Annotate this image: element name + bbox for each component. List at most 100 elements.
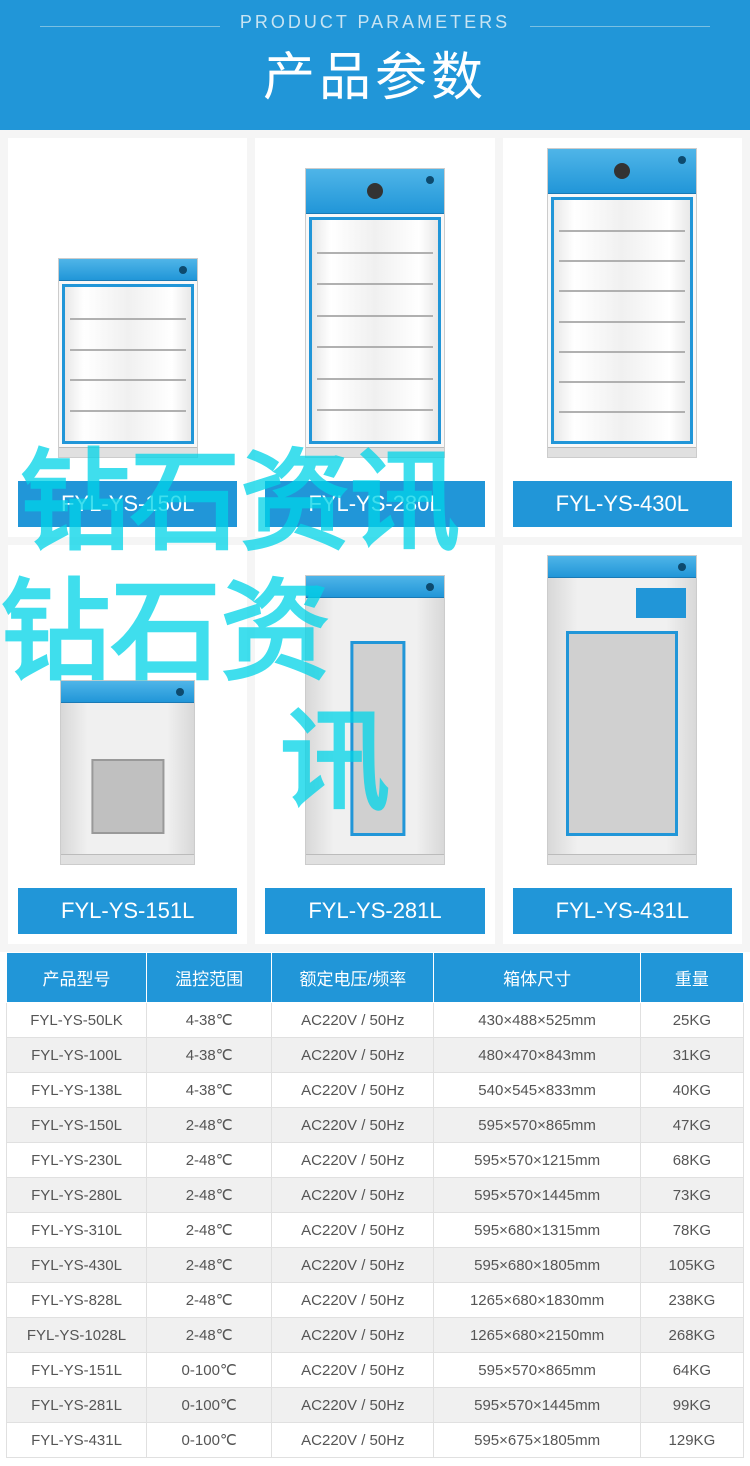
product-image (260, 148, 489, 473)
table-cell: 0-100℃ (147, 1388, 272, 1423)
table-cell: AC220V / 50Hz (272, 1178, 434, 1213)
table-cell: AC220V / 50Hz (272, 1003, 434, 1038)
product-card: FYL-YS-150L (8, 138, 247, 537)
banner-line (40, 26, 220, 27)
specs-section: 产品型号温控范围额定电压/频率箱体尺寸重量 FYL-YS-50LK4-38℃AC… (0, 952, 750, 1466)
table-cell: 0-100℃ (147, 1353, 272, 1388)
table-cell: 4-38℃ (147, 1038, 272, 1073)
product-label: FYL-YS-281L (265, 888, 484, 934)
table-cell: AC220V / 50Hz (272, 1388, 434, 1423)
fridge-icon (58, 258, 198, 458)
content-wrap: FYL-YS-150L FYL-YS-280L FYL-YS-430L FYL-YS-… (0, 130, 750, 952)
table-cell: 1265×680×1830mm (434, 1283, 640, 1318)
table-row: FYL-YS-431L0-100℃AC220V / 50Hz595×675×18… (7, 1423, 744, 1458)
table-cell: FYL-YS-1028L (7, 1318, 147, 1353)
banner: PRODUCT PARAMETERS 产品参数 (0, 0, 750, 130)
product-card: FYL-YS-430L (503, 138, 742, 537)
table-cell: FYL-YS-280L (7, 1178, 147, 1213)
table-header: 产品型号 (7, 953, 147, 1003)
table-cell: AC220V / 50Hz (272, 1318, 434, 1353)
table-cell: 78KG (640, 1213, 743, 1248)
table-cell: FYL-YS-151L (7, 1353, 147, 1388)
table-cell: 595×680×1805mm (434, 1248, 640, 1283)
fridge-icon (60, 680, 195, 865)
table-cell: AC220V / 50Hz (272, 1283, 434, 1318)
banner-title: 产品参数 (0, 35, 750, 110)
table-cell: 25KG (640, 1003, 743, 1038)
table-cell: AC220V / 50Hz (272, 1108, 434, 1143)
product-label: FYL-YS-431L (513, 888, 732, 934)
table-cell: AC220V / 50Hz (272, 1248, 434, 1283)
table-cell: FYL-YS-310L (7, 1213, 147, 1248)
table-cell: AC220V / 50Hz (272, 1213, 434, 1248)
table-row: FYL-YS-1028L2-48℃AC220V / 50Hz1265×680×2… (7, 1318, 744, 1353)
fridge-icon (547, 148, 697, 458)
table-cell: AC220V / 50Hz (272, 1423, 434, 1458)
product-label: FYL-YS-151L (18, 888, 237, 934)
table-cell: 2-48℃ (147, 1108, 272, 1143)
product-card: FYL-YS-431L (503, 545, 742, 944)
table-row: FYL-YS-430L2-48℃AC220V / 50Hz595×680×180… (7, 1248, 744, 1283)
table-cell: 595×570×865mm (434, 1108, 640, 1143)
table-header: 箱体尺寸 (434, 953, 640, 1003)
product-image (13, 148, 242, 473)
table-cell: 2-48℃ (147, 1178, 272, 1213)
table-cell: FYL-YS-430L (7, 1248, 147, 1283)
table-cell: AC220V / 50Hz (272, 1143, 434, 1178)
product-label: FYL-YS-150L (18, 481, 237, 527)
table-header: 额定电压/频率 (272, 953, 434, 1003)
table-cell: 47KG (640, 1108, 743, 1143)
table-row: FYL-YS-281L0-100℃AC220V / 50Hz595×570×14… (7, 1388, 744, 1423)
table-cell: AC220V / 50Hz (272, 1038, 434, 1073)
table-cell: FYL-YS-138L (7, 1073, 147, 1108)
table-cell: 2-48℃ (147, 1248, 272, 1283)
table-cell: 595×570×1445mm (434, 1388, 640, 1423)
product-card: FYL-YS-281L (255, 545, 494, 944)
table-cell: FYL-YS-50LK (7, 1003, 147, 1038)
table-cell: 1265×680×2150mm (434, 1318, 640, 1353)
table-body: FYL-YS-50LK4-38℃AC220V / 50Hz430×488×525… (7, 1003, 744, 1458)
table-cell: 2-48℃ (147, 1213, 272, 1248)
table-cell: 40KG (640, 1073, 743, 1108)
table-cell: 99KG (640, 1388, 743, 1423)
table-row: FYL-YS-230L2-48℃AC220V / 50Hz595×570×121… (7, 1143, 744, 1178)
fridge-icon (547, 555, 697, 865)
table-header: 重量 (640, 953, 743, 1003)
table-cell: 238KG (640, 1283, 743, 1318)
table-row: FYL-YS-50LK4-38℃AC220V / 50Hz430×488×525… (7, 1003, 744, 1038)
table-row: FYL-YS-828L2-48℃AC220V / 50Hz1265×680×18… (7, 1283, 744, 1318)
table-cell: FYL-YS-100L (7, 1038, 147, 1073)
banner-subtitle: PRODUCT PARAMETERS (0, 12, 750, 33)
product-label: FYL-YS-280L (265, 481, 484, 527)
table-cell: 105KG (640, 1248, 743, 1283)
product-card: FYL-YS-280L (255, 138, 494, 537)
table-cell: FYL-YS-150L (7, 1108, 147, 1143)
table-cell: AC220V / 50Hz (272, 1073, 434, 1108)
table-cell: 4-38℃ (147, 1073, 272, 1108)
table-row: FYL-YS-310L2-48℃AC220V / 50Hz595×680×131… (7, 1213, 744, 1248)
table-cell: 129KG (640, 1423, 743, 1458)
table-cell: FYL-YS-828L (7, 1283, 147, 1318)
product-label: FYL-YS-430L (513, 481, 732, 527)
table-cell: 68KG (640, 1143, 743, 1178)
table-cell: 31KG (640, 1038, 743, 1073)
table-cell: 2-48℃ (147, 1143, 272, 1178)
product-image (508, 148, 737, 473)
table-cell: 595×570×865mm (434, 1353, 640, 1388)
table-cell: 73KG (640, 1178, 743, 1213)
product-image (260, 555, 489, 880)
table-row: FYL-YS-280L2-48℃AC220V / 50Hz595×570×144… (7, 1178, 744, 1213)
fridge-icon (305, 168, 445, 458)
table-row: FYL-YS-151L0-100℃AC220V / 50Hz595×570×86… (7, 1353, 744, 1388)
table-cell: 595×570×1445mm (434, 1178, 640, 1213)
table-cell: 595×675×1805mm (434, 1423, 640, 1458)
table-row: FYL-YS-100L4-38℃AC220V / 50Hz480×470×843… (7, 1038, 744, 1073)
table-cell: FYL-YS-431L (7, 1423, 147, 1458)
table-cell: 540×545×833mm (434, 1073, 640, 1108)
product-image (508, 555, 737, 880)
table-cell: 2-48℃ (147, 1318, 272, 1353)
table-cell: 4-38℃ (147, 1003, 272, 1038)
table-cell: 268KG (640, 1318, 743, 1353)
table-row: FYL-YS-150L2-48℃AC220V / 50Hz595×570×865… (7, 1108, 744, 1143)
table-cell: 430×488×525mm (434, 1003, 640, 1038)
